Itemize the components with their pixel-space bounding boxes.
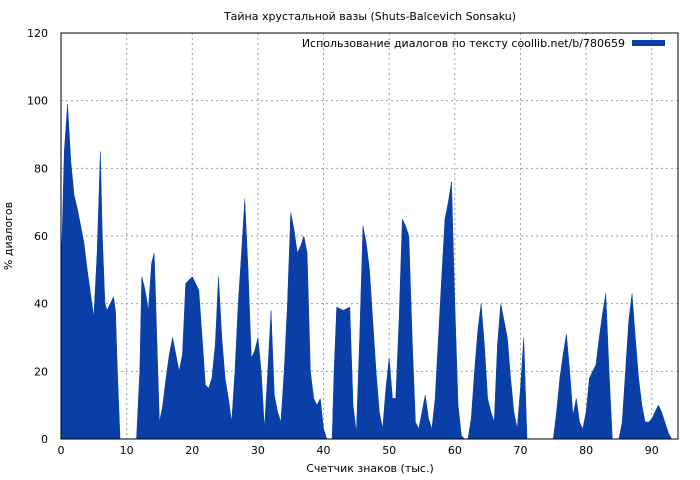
x-tick-label: 60 [448, 444, 462, 457]
series-area-path [60, 104, 672, 440]
legend: Использование диалогов по тексту coollib… [302, 37, 665, 50]
series-area [60, 104, 672, 440]
legend-swatch [632, 40, 665, 46]
x-tick-label: 40 [317, 444, 331, 457]
y-tick-label: 80 [34, 162, 48, 175]
x-tick-label: 70 [513, 444, 527, 457]
x-tick-label: 10 [120, 444, 134, 457]
x-tick-label: 30 [251, 444, 265, 457]
legend-label: Использование диалогов по тексту coollib… [302, 37, 625, 50]
y-tick-label: 100 [27, 95, 48, 108]
x-tick-label: 0 [58, 444, 65, 457]
y-tick-label: 60 [34, 230, 48, 243]
y-tick-label: 40 [34, 298, 48, 311]
y-axis-label: % диалогов [2, 202, 15, 270]
y-tick-label: 0 [41, 433, 48, 446]
chart-title: Тайна хрустальной вазы (Shuts-Balcevich … [223, 10, 516, 23]
x-tick-label: 90 [645, 444, 659, 457]
x-tick-label: 50 [382, 444, 396, 457]
x-tick-label: 80 [579, 444, 593, 457]
plot-frame [60, 32, 679, 440]
tick-labels: 0 10 20 30 40 50 60 70 80 90 0 20 40 60 80 100 120 [27, 27, 659, 457]
x-axis-label: Счетчик знаков (тыс.) [306, 462, 434, 475]
x-tick-label: 20 [185, 444, 199, 457]
y-tick-label: 20 [34, 365, 48, 378]
y-tick-label: 120 [27, 27, 48, 40]
